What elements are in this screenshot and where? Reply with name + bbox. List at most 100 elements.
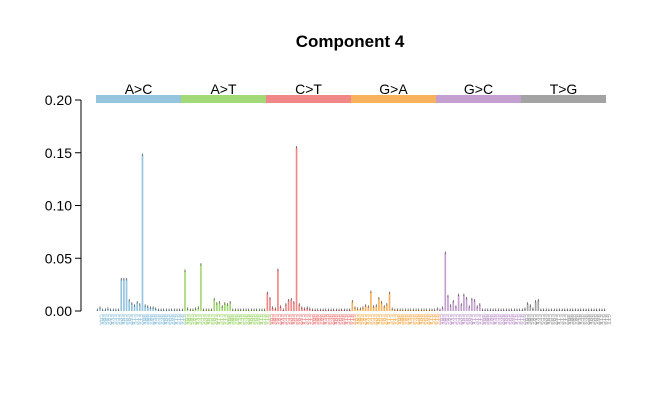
x-tick-label: CCT [371,314,378,325]
bar [391,308,393,311]
bar [194,308,197,311]
x-tick-label: CTA [469,314,476,325]
y-axis: 0.00 0.05 0.10 0.15 0.20 [45,92,82,319]
x-tick-label: CAT [275,314,282,325]
x-tick-label: GCA [405,314,412,325]
x-tick-label: GTG [602,314,609,325]
x-tick-label: GGA [331,314,338,325]
x-tick-label: CCT [456,314,463,325]
x-tick-label: GTT [520,314,527,325]
bar [473,300,476,311]
bar [362,307,364,311]
x-tick-label: CAC [525,314,532,325]
x-tick-label: CTT [477,314,484,325]
x-tick-label: GGC [249,314,256,325]
bar [532,308,534,311]
x-tick-label: CAT [105,314,112,325]
bar [460,304,463,311]
x-tick-label: CTG [560,314,567,325]
x-tick-label: CTG [305,314,312,325]
x-tick-label: CGA [204,314,211,325]
x-tick-label: CTG [135,314,142,325]
y-tick-label: 0.20 [45,92,72,108]
bar [152,307,154,311]
x-tick-label: GCC [323,314,330,325]
x-tick-label: GCT [158,314,165,325]
x-tick-label: CCG [368,314,375,325]
x-tick-label: CCC [281,314,288,325]
x-tick-label: CCG [113,314,120,325]
group-strips: A>C A>T C>T G>A G>C T>G [96,81,606,103]
x-tick-label: GGC [504,314,511,325]
x-tick-label: GAC [482,314,489,325]
x-tick-label: GAG [570,314,577,325]
x-tick-label: GAC [312,314,319,325]
x-tick-label: GTA [427,314,434,325]
bar [356,308,359,311]
group-strip [266,95,351,103]
bar [216,303,218,311]
x-tick-label: CGC [546,314,553,325]
x-tick-label: CTC [557,314,564,325]
bar [99,307,101,311]
x-tick-label: CCC [451,314,458,325]
bar [277,269,279,311]
x-tick-label: GGT [594,314,601,325]
x-tick-label: GGT [339,314,346,325]
x-tick-label: GCG [581,314,588,325]
x-tick-label: CAA [352,314,359,325]
x-tick-label: GAC [142,314,149,325]
bar [197,307,200,311]
bar [146,306,149,311]
x-tick-label: GTC [259,314,266,325]
group-label: A>C [125,81,153,97]
x-tick-label: GAA [225,314,232,325]
x-tick-label: CCG [453,314,460,325]
x-tick-label: CGT [467,314,474,325]
x-tick-label: CTC [472,314,479,325]
group-label: T>G [550,81,578,97]
x-tick-label: CAA [522,314,529,325]
group-strip [521,95,606,103]
x-tick-label: GGC [164,314,171,325]
x-tick-label: CAC [440,314,447,325]
bar [386,304,388,311]
x-tick-label: CCT [201,314,208,325]
x-tick-label: GGG [251,314,258,325]
x-tick-label: CTC [387,314,394,325]
bar [303,308,306,311]
x-tick-label: CGT [297,314,304,325]
x-tick-label: CAG [443,314,450,325]
bar [224,303,226,311]
x-tick-label: GGT [169,314,176,325]
x-tick-label: CAG [103,314,110,325]
context-labels: CAACACCAGCATCCACCCCCGCCTCGACGCCGGCGTCTAC… [97,314,611,325]
x-tick-label: GCC [408,314,415,325]
group-label: G>C [464,81,493,97]
x-tick-label: CCT [286,314,293,325]
bar [447,296,449,311]
x-tick-label: CTT [222,314,229,325]
x-tick-label: GTT [435,314,442,325]
x-tick-label: GTA [342,314,349,325]
chart-title: Component 4 [296,32,405,51]
bar [287,300,290,311]
x-tick-label: GAT [488,314,495,325]
x-tick-label: GGA [416,314,423,325]
x-tick-label: CTA [214,314,221,325]
x-tick-label: CAA [182,314,189,325]
x-tick-label: GCC [493,314,500,325]
x-tick-label: GTA [597,314,604,325]
bar [131,303,133,311]
x-tick-label: CTC [302,314,309,325]
bar [367,306,370,311]
x-tick-label: CGA [544,314,551,325]
x-tick-label: GTC [344,314,351,325]
group-label: A>T [210,81,237,97]
bar [136,302,138,311]
x-tick-label: GTG [262,314,269,325]
x-tick-label: GAA [310,314,317,325]
x-tick-label: CGG [209,314,216,325]
x-tick-label: CTT [562,314,569,325]
x-tick-label: GTG [432,314,439,325]
